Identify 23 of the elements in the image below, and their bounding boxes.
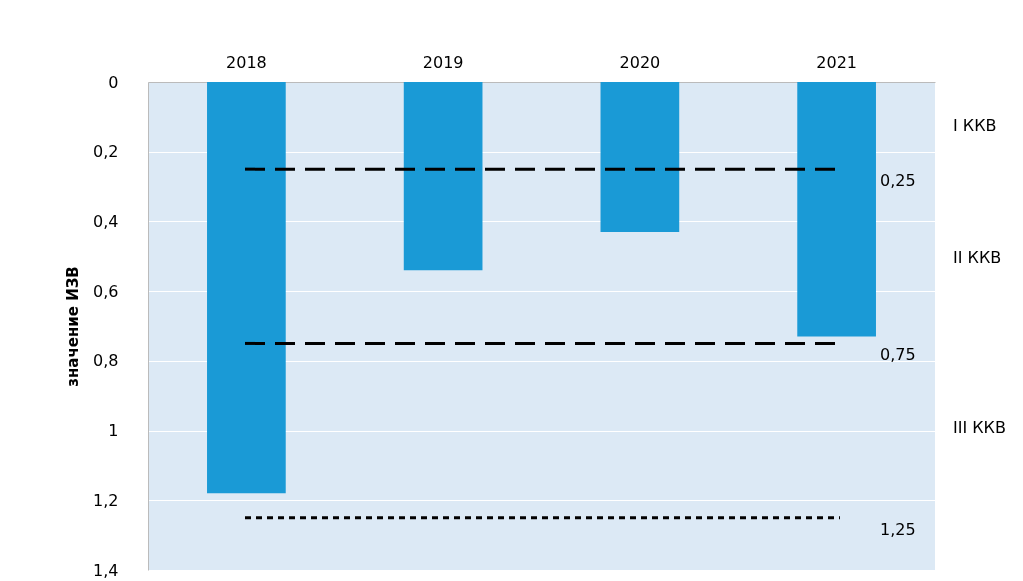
y-tick-label: 1,4 [93, 560, 119, 580]
x-tick-label: 2019 [422, 52, 464, 72]
x-tick-label: 2020 [619, 52, 661, 72]
y-tick-label: 0 [108, 72, 119, 92]
bar [600, 82, 680, 232]
text: I ККВ [953, 115, 997, 135]
bar [207, 82, 286, 494]
y-tick-label: 1 [108, 421, 119, 441]
bar [403, 82, 483, 271]
y-tick-label: 1,2 [93, 490, 119, 510]
y-tick-label: 0,8 [93, 351, 119, 371]
y-tick-label: 0,6 [93, 281, 119, 301]
ref-line-label: 0,25 [880, 171, 916, 191]
bar [797, 82, 876, 337]
text: III ККВ [953, 418, 1006, 438]
y-axis-title: значение ИЗВ [64, 266, 83, 387]
text: II ККВ [953, 247, 1002, 267]
y-tick-label: 0,2 [93, 142, 119, 162]
x-tick-label: 2018 [226, 52, 267, 72]
ref-line-label: 1,25 [880, 519, 916, 539]
x-tick-label: 2021 [816, 52, 857, 72]
y-tick-label: 0,4 [93, 211, 119, 231]
ref-line-label: 0,75 [880, 345, 916, 365]
